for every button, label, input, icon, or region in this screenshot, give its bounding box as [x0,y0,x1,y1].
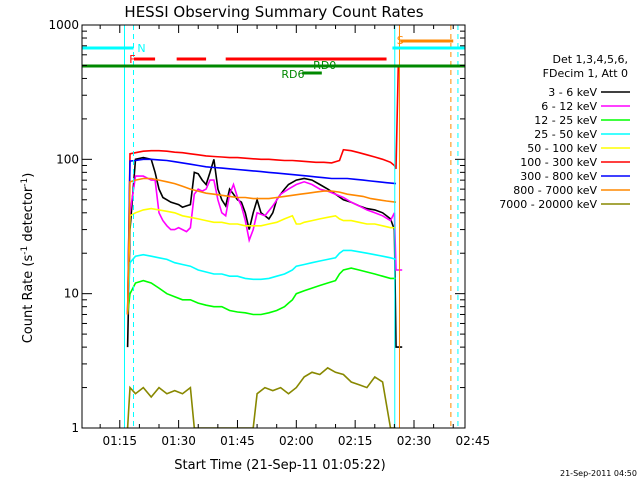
plot-timestamp: 21-Sep-2011 04:50 [560,469,637,478]
series-line-1 [126,175,403,315]
series-line-7 [126,177,397,315]
y-axis-label: Count Rate (s-1 detector-1) [20,173,36,344]
legend-entry-label-8: 7000 - 20000 keV [499,198,597,211]
series-line-2 [126,267,396,316]
svg-text:Count Rate (s-1 detector-1): Count Rate (s-1 detector-1) [20,173,36,344]
flag-label-f: F [129,53,135,66]
legend-entry-label-2: 12 - 25 keV [534,114,597,127]
y-axis-label-sup1: -1 [20,246,30,255]
legend-entry-label-3: 25 - 50 keV [534,128,597,141]
legend-entry-label-0: 3 - 6 keV [548,86,597,99]
chart-axes: 01:15 01:30 01:45 02:00 02:15 02:30 02:45 1 10 10… [48,18,490,448]
y-tick-label-1: 1 [71,421,79,435]
flag-label-n: N [137,42,145,55]
legend-entry-label-1: 6 - 12 keV [541,100,597,113]
y-axis-label-end: ) [21,173,36,178]
x-tick-label-45: 01:45 [220,434,255,448]
x-tick-label-60: 02:00 [279,434,314,448]
series-line-6 [126,158,397,315]
y-axis-label-mid: detector [21,186,36,246]
legend: Det 1,3,4,5,6,FDecim 1, Att 0 3 - 6 keV6 … [499,53,630,211]
chart-marks [126,65,403,428]
legend-entry-label-7: 800 - 7000 keV [513,184,597,197]
series-line-4 [126,207,396,315]
y-tick-label-10: 10 [64,287,79,301]
series-line-3 [126,249,397,315]
plot-frame [81,24,466,429]
legend-header-0: Det 1,3,4,5,6, [552,53,628,66]
y-tick-label-100: 100 [56,152,79,166]
x-tick-label-75: 02:15 [338,434,373,448]
legend-entry-label-6: 300 - 800 keV [520,170,597,183]
x-tick-label-105: 02:45 [456,434,491,448]
x-tick-label-30: 01:30 [161,434,196,448]
legend-entry-label-4: 50 - 100 keV [527,142,597,155]
legend-header-1: FDecim 1, Att 0 [543,67,628,80]
y-axis-label-main: Count Rate (s [21,255,36,344]
flag-label-rd0: RD0 [313,59,336,72]
observing-flags [82,25,465,428]
x-tick-label-15: 01:15 [102,434,137,448]
legend-entry-label-5: 100 - 300 keV [520,156,597,169]
y-axis-label-sup2: -1 [20,178,30,187]
chart-title: HESSI Observing Summary Count Rates [124,3,423,21]
flag-label-rd6: RD6 [281,68,304,81]
x-tick-label-90: 02:30 [397,434,432,448]
y-tick-label-1000: 1000 [48,18,79,32]
flag-label-s: S [397,34,404,47]
series-line-5 [126,65,400,315]
x-axis-label: Start Time (21-Sep-11 01:05:22) [174,458,385,473]
series-line-8 [126,366,396,428]
